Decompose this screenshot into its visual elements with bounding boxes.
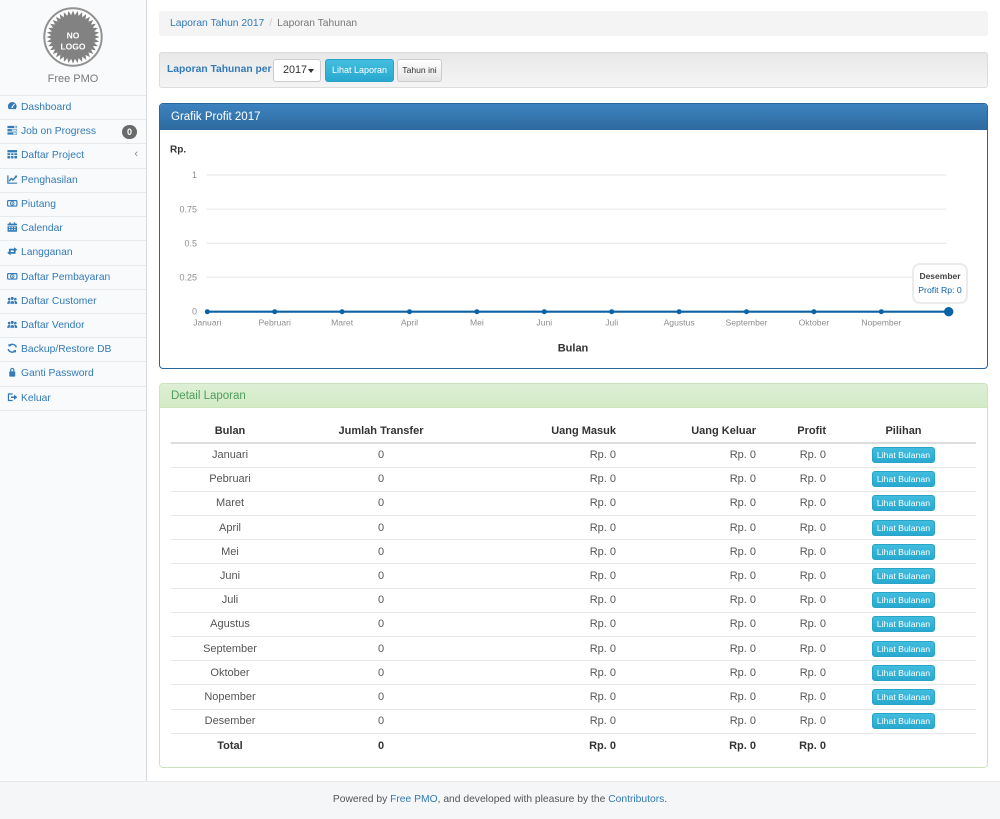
- svg-text:Juni: Juni: [536, 318, 552, 328]
- svg-text:September: September: [725, 318, 767, 328]
- svg-text:Bulan: Bulan: [558, 343, 589, 355]
- svg-text:Rp.: Rp.: [170, 145, 186, 156]
- svg-text:0: 0: [192, 307, 197, 317]
- svg-text:Agustus: Agustus: [664, 318, 695, 328]
- svg-text:Juli: Juli: [605, 318, 618, 328]
- svg-text:Maret: Maret: [331, 318, 354, 328]
- svg-text:Mei: Mei: [470, 318, 484, 328]
- svg-text:1: 1: [192, 170, 197, 180]
- svg-text:0.75: 0.75: [179, 204, 197, 214]
- svg-text:Oktober: Oktober: [799, 318, 830, 328]
- svg-text:NO: NO: [67, 31, 80, 41]
- svg-text:0.25: 0.25: [179, 273, 197, 283]
- svg-text:Januari: Januari: [193, 318, 221, 328]
- svg-text:LOGO: LOGO: [60, 42, 85, 52]
- svg-text:Pebruari: Pebruari: [258, 318, 291, 328]
- svg-text:0.5: 0.5: [184, 238, 197, 248]
- svg-text:April: April: [401, 318, 418, 328]
- svg-text:Nopember: Nopember: [861, 318, 901, 328]
